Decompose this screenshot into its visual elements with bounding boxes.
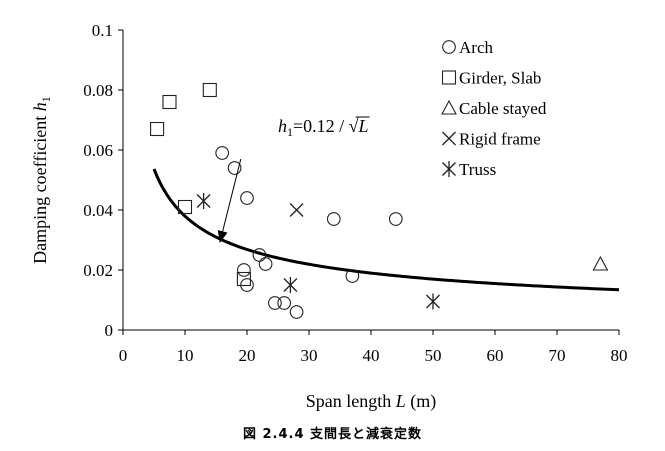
x-tick-label: 20 <box>239 346 256 365</box>
figure-caption: 図 2.4.4 支間長と減衰定数 <box>242 427 423 442</box>
legend-label-truss: Truss <box>459 160 496 179</box>
arch-point <box>345 269 360 283</box>
legend-label-arch: Arch <box>459 38 493 57</box>
girder-slab-point <box>162 94 177 110</box>
y-tick-label: 0.02 <box>83 261 113 280</box>
arch-point <box>277 296 292 310</box>
y-tick-label: 0.08 <box>83 81 113 100</box>
legend-marker-cable-stayed <box>441 99 457 115</box>
arch-point <box>289 305 304 319</box>
legend-marker-girder-slab <box>441 70 457 85</box>
arch-point <box>215 146 230 160</box>
legend-label-cable-stayed: Cable stayed <box>459 99 547 118</box>
rigid-frame-point <box>289 203 304 217</box>
arch-point <box>240 191 254 205</box>
arch-point <box>388 212 403 226</box>
legend-marker-arch <box>442 40 456 54</box>
x-tick-label: 40 <box>363 346 380 365</box>
y-tick-labels: 0 0.02 0.04 0.06 0.08 0.1 <box>83 21 113 340</box>
legend-label-rigid-frame: Rigid frame <box>459 130 541 149</box>
y-axis-label: Damping coefficient h1 <box>30 96 53 264</box>
girder-slab-point <box>177 199 193 215</box>
x-axis-label: Span length L (m) <box>306 391 437 412</box>
x-tick-label: 50 <box>425 346 442 365</box>
arch-point <box>326 212 341 226</box>
chart-axes <box>118 29 620 335</box>
truss-point <box>196 193 211 209</box>
annotation-arrowhead <box>217 230 228 243</box>
legend-marker-rigid-frame <box>442 131 456 146</box>
truss-point <box>426 293 440 310</box>
arch-point <box>237 263 251 277</box>
y-tick-label: 0.06 <box>83 141 113 160</box>
x-tick-labels: 0 10 20 30 40 50 60 70 80 <box>119 346 628 365</box>
formula-label: h1=0.12 / √L <box>278 116 369 139</box>
truss-point <box>283 277 298 293</box>
arch-point <box>227 161 242 175</box>
damping-chart: 0 10 20 30 40 50 60 70 80 0 0.02 0.04 0.06 0.08 0.1 S… <box>30 21 628 412</box>
x-tick-label: 30 <box>301 346 318 365</box>
x-tick-label: 10 <box>177 346 194 365</box>
annotation-arrow <box>222 158 242 232</box>
y-tick-label: 0 <box>105 321 114 340</box>
x-tick-label: 80 <box>611 346 628 365</box>
x-tick-label: 0 <box>119 346 128 365</box>
arch-point <box>268 296 282 310</box>
x-tick-label: 70 <box>549 346 566 365</box>
arch-point <box>258 257 273 271</box>
cable-stayed-point <box>592 255 609 271</box>
legend-marker-truss <box>442 161 456 177</box>
y-tick-label: 0.04 <box>83 201 113 220</box>
y-tick-label: 0.1 <box>92 21 113 40</box>
legend: Arch Girder, Slab Cable stayed Rigid frame T… <box>441 38 547 179</box>
girder-slab-point <box>150 121 165 137</box>
girder-slab-point <box>236 271 251 287</box>
x-tick-label: 60 <box>487 346 504 365</box>
legend-label-girder-slab: Girder, Slab <box>459 69 541 88</box>
girder-slab-point <box>202 82 217 98</box>
fit-curve <box>152 168 620 292</box>
data-points <box>150 82 609 319</box>
